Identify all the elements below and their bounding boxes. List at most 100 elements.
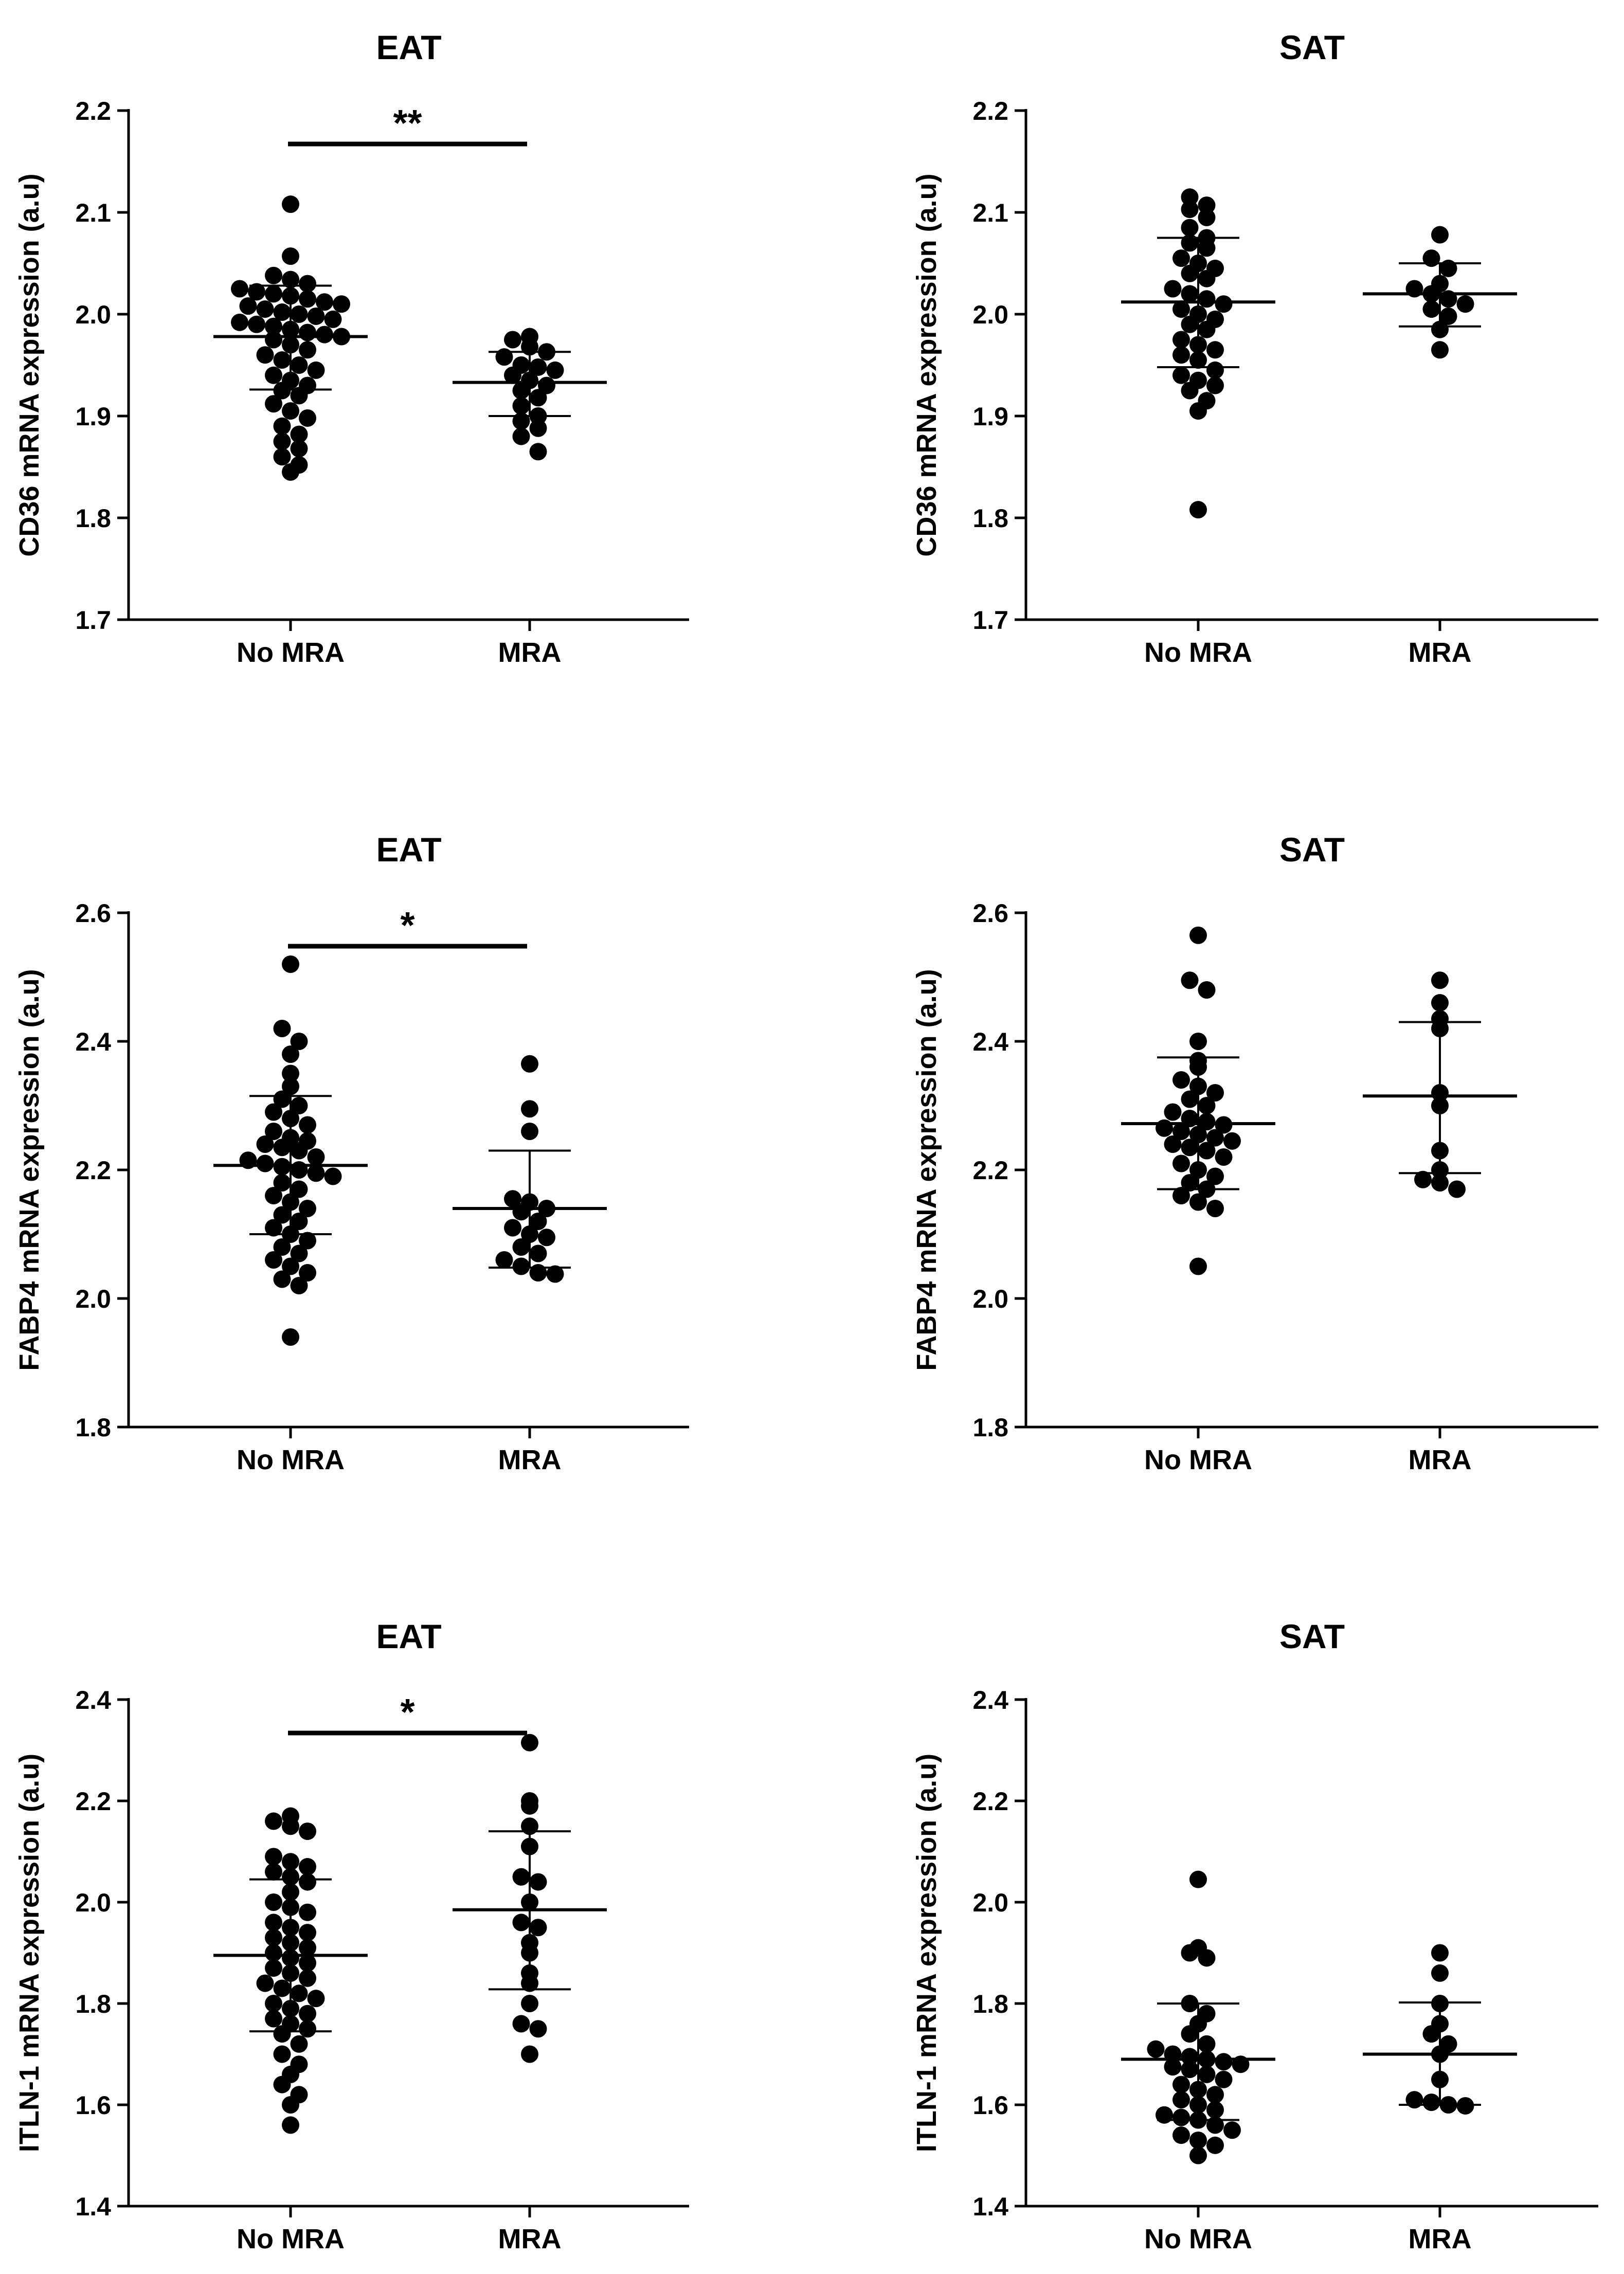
data-point xyxy=(290,1277,308,1294)
data-point xyxy=(512,1868,530,1886)
data-point xyxy=(290,1213,308,1230)
significance-label: * xyxy=(400,1692,414,1733)
y-tick-label: 2.4 xyxy=(972,1686,1008,1714)
data-point xyxy=(1206,361,1224,379)
series-mra xyxy=(1363,1944,1517,2115)
data-point xyxy=(1189,926,1207,944)
data-point xyxy=(1181,2048,1199,2066)
data-point xyxy=(1206,1129,1224,1147)
data-point xyxy=(1181,219,1199,237)
data-point xyxy=(1431,1964,1449,1982)
data-point xyxy=(290,387,308,405)
data-point xyxy=(512,397,530,415)
data-point xyxy=(1189,1033,1207,1050)
data-point xyxy=(1189,1193,1207,1211)
y-tick-label: 2.0 xyxy=(75,300,111,329)
data-point xyxy=(1198,1949,1216,1967)
data-point xyxy=(1431,994,1449,1012)
data-point xyxy=(1172,2126,1190,2144)
data-point xyxy=(307,1990,325,2008)
data-point xyxy=(1431,320,1449,338)
series-no-mra xyxy=(213,195,368,481)
data-point xyxy=(1181,2025,1199,2043)
data-point xyxy=(299,1954,316,1972)
data-point xyxy=(1448,1180,1466,1198)
data-point xyxy=(1198,269,1216,287)
data-point xyxy=(1215,1148,1233,1166)
y-tick-label: 1.8 xyxy=(75,1990,111,2018)
data-point xyxy=(316,293,333,311)
y-tick-label: 1.9 xyxy=(972,402,1008,431)
data-point xyxy=(265,2010,282,2028)
data-point xyxy=(273,2025,291,2043)
data-point xyxy=(1172,1154,1190,1172)
data-point xyxy=(273,1238,291,1256)
data-point xyxy=(273,2045,291,2063)
data-point xyxy=(1181,1944,1199,1962)
data-point xyxy=(299,2020,316,2038)
data-point xyxy=(1198,1097,1216,1114)
data-point xyxy=(1215,295,1233,313)
data-point xyxy=(1405,2091,1423,2109)
data-point xyxy=(1181,971,1199,989)
data-point xyxy=(1431,1174,1449,1192)
x-tick-label: No MRA xyxy=(237,637,345,668)
y-tick-label: 2.2 xyxy=(75,97,111,125)
data-point xyxy=(1164,1135,1182,1153)
data-point xyxy=(504,1219,521,1237)
data-point xyxy=(1181,1174,1199,1192)
y-axis-label: FABP4 mRNA expression (a.u) xyxy=(911,969,942,1370)
chart-panel-1: EAT 1.7 1.8 1.9 2.0 2.1 2.2 CD36 mRNA expressio… xyxy=(14,28,689,668)
x-tick-label: MRA xyxy=(1409,2224,1472,2254)
data-point xyxy=(1431,341,1449,359)
data-point xyxy=(256,346,274,364)
data-point xyxy=(256,300,274,318)
data-point xyxy=(1198,1142,1216,1160)
data-point xyxy=(324,310,342,328)
data-point xyxy=(299,1116,316,1134)
data-point xyxy=(307,1148,325,1166)
series-mra xyxy=(1363,226,1517,359)
y-axis-label: ITLN-1 mRNA expression (a.u) xyxy=(14,1754,45,2152)
data-point xyxy=(299,2005,316,2023)
data-point xyxy=(1172,2108,1190,2126)
y-tick-label: 2.2 xyxy=(972,97,1008,125)
y-tick-label: 2.6 xyxy=(972,899,1008,928)
data-point xyxy=(1206,1200,1224,1217)
x-tick-label: MRA xyxy=(1409,637,1472,668)
data-point xyxy=(529,1244,547,1262)
chart-title: EAT xyxy=(376,1617,441,1655)
data-point xyxy=(299,409,316,427)
data-point xyxy=(273,1174,291,1192)
y-tick-label: 2.0 xyxy=(75,1888,111,1917)
y-tick-label: 1.6 xyxy=(75,2091,111,2120)
data-point xyxy=(1147,2040,1165,2058)
data-point xyxy=(1198,196,1216,214)
chart-title: SAT xyxy=(1279,28,1345,66)
data-point xyxy=(1223,2121,1241,2139)
data-point xyxy=(1164,1103,1182,1121)
y-tick-label: 2.4 xyxy=(75,1027,111,1056)
data-point xyxy=(512,1203,530,1221)
data-point xyxy=(299,1969,316,1987)
data-point xyxy=(1198,290,1216,308)
y-tick-label: 2.0 xyxy=(972,300,1008,329)
series-mra xyxy=(453,328,607,461)
x-tick-label: MRA xyxy=(1409,1445,1472,1475)
data-point xyxy=(265,1959,282,1977)
data-point xyxy=(1172,249,1190,267)
data-point xyxy=(512,427,530,445)
data-point xyxy=(1156,2106,1173,2124)
data-point xyxy=(299,1200,316,1217)
data-point xyxy=(333,295,350,313)
data-point xyxy=(521,1055,538,1073)
y-tick-label: 1.8 xyxy=(972,504,1008,533)
chart-panel-2: SAT 1.7 1.8 1.9 2.0 2.1 2.2 CD36 mRNA expressio… xyxy=(911,28,1598,668)
data-point xyxy=(521,1734,538,1752)
chart-title: EAT xyxy=(376,28,441,66)
data-point xyxy=(1164,2058,1182,2076)
data-point xyxy=(273,417,291,435)
data-point xyxy=(1181,264,1199,282)
data-point xyxy=(299,1939,316,1957)
data-point xyxy=(282,1817,299,1835)
